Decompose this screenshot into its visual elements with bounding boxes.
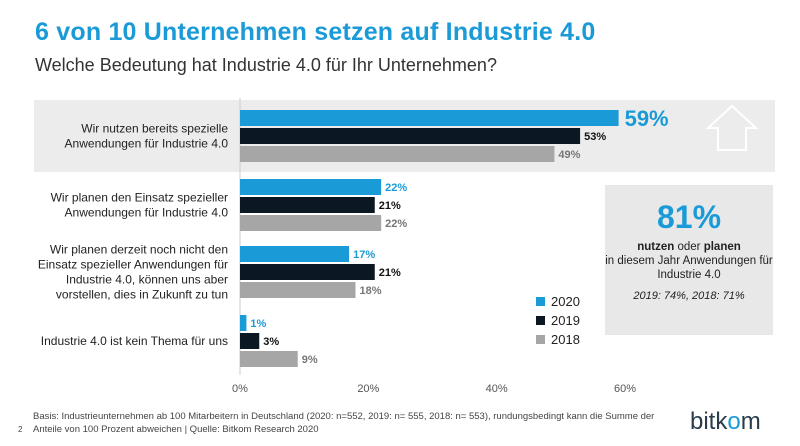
- bitkom-logo: bitkom: [690, 408, 761, 436]
- data-label-2020-2: 17%: [353, 249, 375, 261]
- category-label-2-3: vorstellen, dies in Zukunft zu tun: [56, 288, 228, 302]
- category-label-2-1: Einsatz spezieller Anwendungen für: [38, 258, 228, 272]
- category-label-0-0: Wir nutzen bereits spezielle: [81, 122, 228, 136]
- bar-2018-3: [240, 351, 298, 367]
- category-label-2-2: Industrie 4.0, können uns aber: [66, 273, 228, 287]
- data-label-2020-3: 1%: [250, 318, 266, 330]
- category-label-2-0: Wir planen derzeit noch nicht den: [50, 243, 228, 257]
- legend-label-2019: 2019: [551, 313, 580, 328]
- logo-text-dot: o: [727, 408, 741, 435]
- callout-text: nutzen oder planen in diesem Jahr Anwend…: [605, 240, 773, 282]
- bar-2019-3: [240, 333, 260, 349]
- data-label-2018-2: 18%: [360, 285, 382, 297]
- callout-previous-years: 2019: 74%, 2018: 71%: [633, 290, 745, 302]
- data-label-2019-3: 3%: [263, 336, 279, 348]
- callout-text-planen: planen: [703, 241, 741, 253]
- page-subtitle: Welche Bedeutung hat Industrie 4.0 für I…: [35, 55, 497, 75]
- data-label-2018-0: 49%: [558, 149, 580, 161]
- bar-2020-0: [240, 110, 619, 126]
- bar-2018-0: [240, 146, 555, 162]
- bar-2019-2: [240, 264, 375, 280]
- category-label-3-0: Industrie 4.0 ist kein Thema für uns: [41, 334, 228, 348]
- callout-value: 81%: [656, 199, 722, 235]
- chart-legend: 2020 2019 2018: [536, 292, 580, 349]
- bar-2019-0: [240, 128, 581, 144]
- x-tick-label-2: 40%: [486, 383, 508, 395]
- legend-swatch-2020: [536, 297, 545, 306]
- x-tick-label-3: 60%: [614, 383, 636, 395]
- callout-text-oder: oder: [674, 241, 704, 253]
- data-label-2019-2: 21%: [379, 267, 401, 279]
- callout-text-rest: in diesem Jahr Anwendungen für Industrie…: [605, 255, 773, 281]
- category-label-1-0: Wir planen den Einsatz spezieller: [51, 191, 228, 205]
- category-label-0-1: Anwendungen für Industrie 4.0: [65, 137, 229, 151]
- data-label-2018-3: 9%: [302, 354, 318, 366]
- legend-item-2019: 2019: [536, 311, 580, 330]
- bar-2020-3: [240, 315, 247, 331]
- data-label-2020-0: 59%: [625, 106, 669, 131]
- callout-text-nutzen: nutzen: [637, 241, 675, 253]
- data-label-2019-1: 21%: [379, 200, 401, 212]
- data-label-2018-1: 22%: [385, 218, 407, 230]
- data-label-2020-1: 22%: [385, 182, 407, 194]
- bar-2020-1: [240, 179, 382, 195]
- bar-2018-1: [240, 215, 382, 231]
- summary-callout: 81% nutzen oder planen in diesem Jahr An…: [605, 185, 773, 335]
- legend-item-2018: 2018: [536, 330, 580, 349]
- data-label-2019-0: 53%: [584, 131, 606, 143]
- arrow-up-icon: [705, 104, 759, 151]
- x-tick-label-0: 0%: [232, 383, 248, 395]
- legend-item-2020: 2020: [536, 292, 580, 311]
- bar-2018-2: [240, 282, 356, 298]
- logo-text-left: bitk: [690, 408, 728, 435]
- bar-2020-2: [240, 246, 350, 262]
- page-number: 2: [18, 425, 23, 434]
- bar-2019-1: [240, 197, 375, 213]
- footnote: Basis: Industrieunternehmen ab 100 Mitar…: [33, 411, 655, 435]
- legend-swatch-2018: [536, 335, 545, 344]
- legend-swatch-2019: [536, 316, 545, 325]
- logo-text-right: m: [740, 408, 761, 435]
- legend-label-2020: 2020: [551, 294, 580, 309]
- page-title: 6 von 10 Unternehmen setzen auf Industri…: [35, 18, 596, 46]
- x-tick-label-1: 20%: [357, 383, 379, 395]
- category-label-1-1: Anwendungen für Industrie 4.0: [65, 206, 229, 220]
- legend-label-2018: 2018: [551, 332, 580, 347]
